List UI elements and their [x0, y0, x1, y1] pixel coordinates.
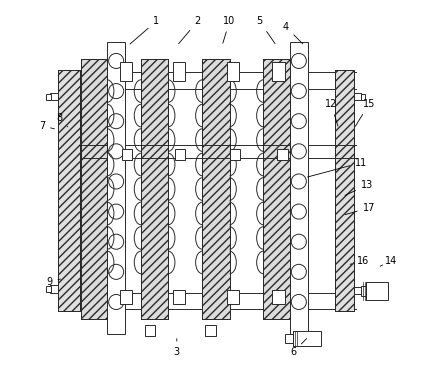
- Circle shape: [291, 294, 306, 310]
- Text: 16: 16: [350, 256, 369, 266]
- Bar: [141, 59, 168, 319]
- Circle shape: [109, 114, 124, 129]
- Bar: [227, 62, 239, 81]
- Bar: [81, 59, 107, 319]
- Circle shape: [291, 53, 306, 68]
- Bar: [119, 290, 131, 304]
- Bar: [230, 149, 241, 160]
- Bar: [58, 70, 80, 311]
- Bar: [205, 325, 216, 336]
- Bar: [58, 70, 80, 311]
- Text: 2: 2: [178, 16, 201, 44]
- Circle shape: [291, 114, 306, 129]
- Circle shape: [291, 264, 306, 279]
- Bar: [107, 42, 125, 334]
- Bar: [122, 149, 132, 160]
- Bar: [273, 290, 285, 304]
- Text: 1: 1: [130, 16, 159, 44]
- Circle shape: [109, 144, 124, 159]
- Circle shape: [109, 264, 124, 279]
- Bar: [290, 42, 308, 334]
- Bar: [354, 287, 362, 294]
- Text: 4: 4: [283, 22, 303, 44]
- Text: 9: 9: [47, 277, 60, 287]
- Text: 11: 11: [308, 158, 368, 177]
- Bar: [119, 62, 131, 81]
- Bar: [277, 149, 288, 160]
- Bar: [141, 59, 168, 319]
- Circle shape: [109, 234, 124, 249]
- Bar: [366, 282, 388, 300]
- Bar: [202, 59, 230, 319]
- Text: 8: 8: [56, 113, 67, 127]
- Circle shape: [291, 174, 306, 189]
- Bar: [173, 62, 185, 81]
- Bar: [361, 286, 366, 296]
- Bar: [50, 93, 58, 101]
- Circle shape: [291, 234, 306, 249]
- Circle shape: [109, 174, 124, 189]
- Bar: [174, 149, 185, 160]
- Circle shape: [291, 84, 306, 99]
- Bar: [354, 93, 361, 101]
- Text: 17: 17: [345, 203, 375, 215]
- Bar: [263, 59, 290, 319]
- Circle shape: [109, 84, 124, 99]
- Text: 15: 15: [355, 99, 375, 126]
- Text: 12: 12: [325, 99, 338, 126]
- Bar: [335, 70, 354, 311]
- Bar: [263, 59, 290, 319]
- Bar: [285, 334, 293, 343]
- Bar: [361, 94, 365, 100]
- Circle shape: [109, 53, 124, 68]
- Bar: [202, 59, 230, 319]
- Text: 10: 10: [223, 16, 236, 43]
- Bar: [335, 70, 354, 311]
- Text: 13: 13: [345, 180, 373, 195]
- Bar: [81, 59, 107, 319]
- Bar: [46, 94, 51, 100]
- Circle shape: [291, 144, 306, 159]
- Bar: [273, 62, 285, 81]
- Bar: [293, 331, 321, 346]
- Bar: [50, 285, 58, 293]
- Circle shape: [109, 204, 124, 219]
- Bar: [46, 286, 51, 292]
- Circle shape: [109, 294, 124, 310]
- Text: 6: 6: [290, 339, 307, 357]
- Text: 3: 3: [174, 339, 180, 357]
- Bar: [173, 290, 185, 304]
- Text: 7: 7: [39, 121, 54, 131]
- Text: 14: 14: [380, 256, 397, 266]
- Bar: [227, 290, 239, 304]
- Circle shape: [291, 204, 306, 219]
- Text: 5: 5: [257, 16, 275, 43]
- Bar: [145, 325, 155, 336]
